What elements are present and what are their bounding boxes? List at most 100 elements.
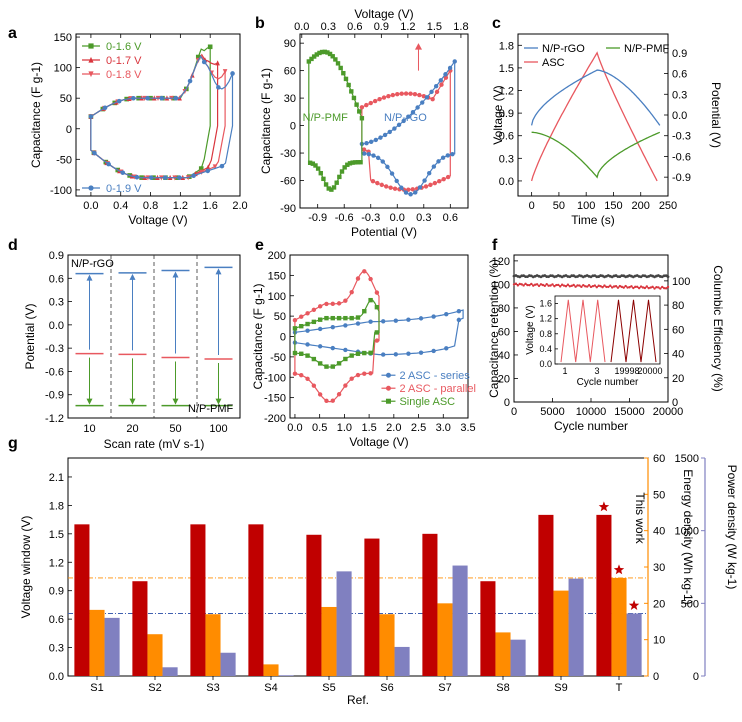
panel-f-retention-marker — [576, 284, 579, 287]
panel-c-y-tick-label: 1.5 — [499, 63, 514, 75]
panel-c-rgo-line — [530, 69, 661, 126]
panel-a-marker — [230, 71, 235, 76]
panel-b-x-tick-label: 0.0 — [390, 212, 405, 224]
panel-f-y-tick-label: 0 — [504, 397, 510, 409]
panel-b-annotation-rgo: N/P-rGO — [384, 112, 427, 124]
panel-e-parallel-marker — [343, 383, 348, 388]
panel-b-pmf-marker — [323, 182, 329, 187]
panel-e-parallel-marker — [336, 392, 342, 397]
panel-f-retention-marker — [572, 283, 575, 287]
panel-f-retention-marker — [557, 283, 560, 287]
panel-f-retention-marker — [533, 283, 537, 286]
panel-g-category-label: S6 — [380, 682, 393, 694]
panel-g-bar-power — [336, 571, 352, 676]
panel-e-single-marker — [362, 308, 367, 314]
panel-f-retention-marker — [591, 284, 595, 288]
panel-g-category-label: S8 — [496, 682, 509, 694]
panel-c-x-tick-label: 150 — [604, 200, 622, 212]
panel-e-single-marker — [355, 351, 361, 356]
panel-d-y-tick-label: 0.6 — [49, 273, 64, 285]
panel-e-single-marker — [317, 317, 323, 322]
panel-f-retention-marker — [626, 286, 629, 289]
panel-g-yr1-tick-label: 50 — [653, 489, 665, 501]
panel-a-marker — [212, 164, 218, 170]
panel-b-asc-marker — [434, 89, 440, 95]
panel-d-y-tick-label: 0.3 — [49, 297, 64, 309]
panel-f-retention-marker — [643, 286, 647, 290]
panel-f-retention-marker — [574, 285, 577, 288]
panel-g-bar-power — [510, 639, 526, 676]
panel-b-pmf-marker — [349, 89, 354, 94]
panel-a-marker — [92, 150, 97, 156]
panel-f-retention-marker — [664, 287, 668, 290]
panel-b-xtop-tick-label: 0.9 — [374, 21, 389, 33]
panel-f-y-tick-label: 20 — [498, 373, 510, 385]
panel-b-pmf-marker — [355, 160, 361, 165]
panel-g-y-tick-label: 1.5 — [49, 529, 64, 541]
panel-d-category-label: 10 — [83, 423, 95, 435]
panel-e-single-marker — [324, 315, 329, 321]
panel-d-category-label: 50 — [169, 423, 181, 435]
panel-e-parallel-marker — [305, 311, 310, 316]
panel-e-y-tick-label: 50 — [274, 311, 286, 323]
panel-b-rgo-marker — [450, 151, 455, 157]
panel-e-parallel-marker — [330, 301, 335, 307]
panel-f-y-tick-label: 60 — [498, 326, 510, 338]
panel-b-asc-marker — [388, 185, 393, 190]
panel-b-xtop-tick-label: 1.5 — [427, 21, 442, 33]
panel-e-parallel-marker — [349, 289, 354, 295]
panel-f-retention-marker — [589, 285, 593, 289]
panel-f-retention-marker — [645, 285, 649, 288]
panel-b-y-tick-label: -30 — [280, 148, 296, 160]
panel-f-retention-marker — [587, 283, 591, 287]
panel-f-retention-marker — [605, 285, 608, 289]
panel-f-retention-marker — [568, 285, 572, 288]
panel-b-rgo-marker — [427, 171, 432, 176]
panel-b-pmf-marker — [345, 162, 350, 167]
panel-e-series-marker — [393, 318, 399, 323]
panel-e-series-marker — [330, 345, 335, 351]
panel-e-single-marker — [305, 321, 310, 327]
panel-f-retention-marker — [624, 284, 627, 288]
panel-d-potential-ranges: -1.2 -0.9 -0.6 -0.3 0.0 0.3 0.6 0.9 Potential (V… — [23, 250, 241, 451]
panel-f-retention-marker — [547, 284, 550, 287]
panel-e-series-marker — [368, 319, 373, 324]
panel-f-retention-marker — [551, 283, 554, 286]
panel-e-series-marker — [418, 350, 424, 355]
panel-g-bar-voltage — [132, 581, 148, 676]
panel-e-y-tick-label: 100 — [268, 291, 286, 303]
panel-e-parallel-marker — [324, 301, 329, 307]
panel-e-parallel-marker — [330, 398, 335, 403]
panel-f-retention-marker — [539, 283, 543, 286]
panel-g-bar-energy — [147, 634, 163, 676]
panel-b-arrowhead — [414, 43, 423, 50]
panel-e-single-marker — [311, 319, 317, 325]
panel-b-pmf-marker — [351, 95, 357, 101]
panel-b-rgo-marker — [417, 185, 423, 190]
panel-f-inset-xlabel: Cycle number — [577, 377, 639, 388]
panel-b-rgo-marker — [445, 153, 450, 158]
panel-b-rgo-marker — [438, 78, 444, 83]
panel-b-asc-marker — [379, 182, 384, 188]
panel-c-yright-tick-label: 0.0 — [672, 110, 687, 122]
panel-a-marker — [222, 69, 228, 75]
panel-b-pmf-marker — [313, 163, 318, 168]
panel-f-retention-marker — [647, 286, 650, 290]
panel-f-x-tick-label: 10000 — [576, 406, 607, 418]
panel-g-bar-power — [162, 667, 178, 676]
panel-b-rgo-marker — [429, 89, 434, 95]
panel-b-asc-marker — [381, 95, 387, 100]
panel-d-y-tick-label: -0.9 — [45, 390, 64, 402]
panel-g-bar-energy — [611, 577, 627, 676]
panel-b-rgo-marker — [385, 164, 390, 170]
panel-e-y-tick-label: 200 — [268, 250, 286, 262]
panel-g-bar-energy — [321, 606, 337, 676]
panel-g-bar-power — [626, 613, 642, 676]
panel-b-ylabel: Capacitance (F g-1) — [259, 68, 273, 174]
panel-d-arrowhead — [172, 398, 179, 405]
panel-c-x-tick-label: 50 — [553, 200, 565, 212]
panel-e-parallel-marker — [355, 372, 361, 378]
panel-e-parallel-marker — [355, 276, 361, 281]
panel-a-x-tick-label: 1.6 — [203, 200, 218, 212]
panel-f-y-tick-label: 120 — [492, 256, 510, 268]
